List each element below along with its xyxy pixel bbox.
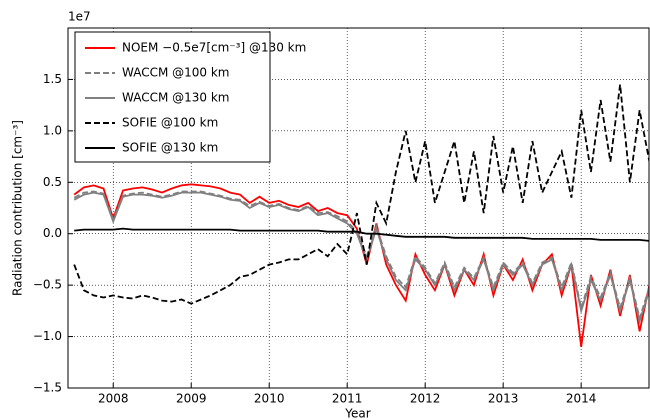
x-tick-label: 2013 [488, 392, 519, 406]
series-line [73, 84, 649, 305]
legend-label: WACCM @130 km [122, 91, 230, 105]
y-tick-label: 1.0 [43, 123, 62, 137]
legend-label: SOFIE @100 km [122, 116, 218, 130]
y-tick-label: −1.0 [33, 329, 62, 343]
legend-label: NOEM −0.5e7[cm⁻³] @130 km [122, 41, 306, 55]
x-tick-label: 2011 [332, 392, 363, 406]
x-tick-label: 2008 [98, 392, 129, 406]
series-line [73, 190, 649, 322]
x-tick-label: 2009 [176, 392, 207, 406]
y-axis-label: Radiation contribution [cm⁻³] [11, 120, 25, 296]
legend-label: SOFIE @130 km [122, 141, 218, 155]
y-offset-label: 1e7 [68, 10, 91, 24]
series-line [74, 227, 649, 242]
legend-label: WACCM @100 km [122, 66, 230, 80]
y-tick-label: 1.5 [43, 72, 62, 86]
plot-frame [67, 27, 650, 389]
y-tick-label: −1.5 [33, 381, 62, 395]
series-line [73, 191, 649, 325]
y-tick-label: −0.5 [33, 278, 62, 292]
x-tick-label: 2010 [254, 392, 285, 406]
y-tick-label: 0.5 [43, 175, 62, 189]
x-tick-label: 2012 [410, 392, 441, 406]
x-tick-label: 2014 [566, 392, 597, 406]
x-axis-label: Year [344, 407, 370, 420]
y-tick-label: 0.0 [43, 226, 62, 240]
series-line [73, 183, 649, 348]
